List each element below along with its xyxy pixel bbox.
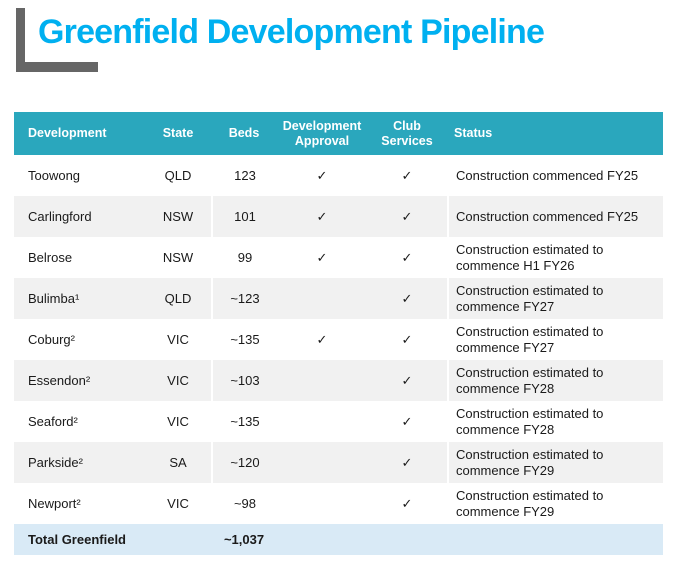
status-text: Construction commenced FY25 <box>456 208 639 224</box>
table-row: Coburg² VIC ~135 ✓ ✓ Construction estima… <box>14 319 663 360</box>
cell-development: Toowong <box>28 168 81 183</box>
development-approval-checkmark-icon <box>277 483 367 524</box>
column-header-label: State <box>162 126 194 141</box>
total-label: Total Greenfield <box>28 532 126 547</box>
table-row: Seaford² VIC ~135 ✓ Construction estimat… <box>14 401 663 442</box>
cell-status: Construction estimated to commence FY28 <box>447 401 663 442</box>
table-row: Carlingford NSW 101 ✓ ✓ Construction com… <box>14 196 663 237</box>
cell-status: Construction estimated to commence FY28 <box>447 360 663 401</box>
table-body: Toowong QLD 123 ✓ ✓ Construction commenc… <box>14 155 663 524</box>
cell-status: Construction estimated to commence FY27 <box>447 319 663 360</box>
corner-bracket-icon <box>16 62 98 72</box>
development-approval-checkmark-icon <box>277 442 367 483</box>
cell-state: QLD <box>164 168 192 183</box>
column-header-label: Club Services <box>381 119 433 148</box>
club-services-checkmark-icon: ✓ <box>401 208 413 224</box>
cell-development: Belrose <box>28 250 73 265</box>
cell-beds: ~120 <box>211 442 277 483</box>
development-approval-checkmark-icon: ✓ <box>316 249 328 265</box>
club-services-checkmark-icon: ✓ <box>401 290 413 306</box>
cell-beds: 101 <box>211 196 277 237</box>
development-approval-checkmark-icon: ✓ <box>316 208 328 224</box>
total-beds-value: ~1,037 <box>223 532 265 547</box>
club-services-checkmark-icon: ✓ <box>401 413 413 429</box>
table-row: Essendon² VIC ~103 ✓ Construction estima… <box>14 360 663 401</box>
column-header-status: Status <box>447 112 663 155</box>
status-text: Construction estimated to commence FY29 <box>456 447 604 478</box>
cell-status: Construction estimated to commence FY27 <box>447 278 663 319</box>
cell-state: VIC <box>167 332 189 347</box>
cell-beds: ~103 <box>211 360 277 401</box>
cell-status: Construction commenced FY25 <box>447 155 663 196</box>
total-row-spacer <box>277 524 663 555</box>
column-header-beds: Beds <box>211 112 277 155</box>
development-approval-checkmark-icon <box>277 278 367 319</box>
cell-development: Essendon² <box>28 373 91 388</box>
cell-development: Bulimba¹ <box>28 291 80 306</box>
cell-status: Construction estimated to commence H1 FY… <box>447 237 663 278</box>
cell-development: Parkside² <box>28 455 83 470</box>
cell-development: Newport² <box>28 496 81 511</box>
cell-status: Construction estimated to commence FY29 <box>447 483 663 524</box>
column-header-label: Development Approval <box>282 119 362 148</box>
club-services-checkmark-icon: ✓ <box>401 167 413 183</box>
column-header-development: Development <box>14 112 145 155</box>
cell-beds: ~135 <box>211 401 277 442</box>
development-approval-checkmark-icon <box>277 360 367 401</box>
cell-state: VIC <box>167 373 189 388</box>
cell-beds: ~98 <box>211 483 277 524</box>
development-approval-checkmark-icon: ✓ <box>316 331 328 347</box>
cell-development: Carlingford <box>28 209 92 224</box>
cell-state: QLD <box>164 291 192 306</box>
column-header-development-approval: Development Approval <box>277 112 367 155</box>
total-row: Total Greenfield ~1,037 <box>14 524 663 555</box>
status-text: Construction estimated to commence FY28 <box>456 365 604 396</box>
status-text: Construction estimated to commence FY29 <box>456 488 604 519</box>
table-row: Parkside² SA ~120 ✓ Construction estimat… <box>14 442 663 483</box>
page-title: Greenfield Development Pipeline <box>38 13 545 51</box>
cell-state: VIC <box>167 496 189 511</box>
cell-beds: 99 <box>211 237 277 278</box>
club-services-checkmark-icon: ✓ <box>401 495 413 511</box>
cell-development: Seaford² <box>28 414 78 429</box>
status-text: Construction estimated to commence FY28 <box>456 406 604 437</box>
cell-state: VIC <box>167 414 189 429</box>
development-approval-checkmark-icon: ✓ <box>316 167 328 183</box>
table-row: Belrose NSW 99 ✓ ✓ Construction estimate… <box>14 237 663 278</box>
cell-beds: ~135 <box>211 319 277 360</box>
cell-state: NSW <box>162 250 194 265</box>
cell-beds: ~123 <box>211 278 277 319</box>
table-row: Bulimba¹ QLD ~123 ✓ Construction estimat… <box>14 278 663 319</box>
column-header-label: Beds <box>228 126 260 141</box>
cell-status: Construction estimated to commence FY29 <box>447 442 663 483</box>
cell-state: NSW <box>162 209 194 224</box>
column-header-label: Status <box>454 126 493 141</box>
club-services-checkmark-icon: ✓ <box>401 372 413 388</box>
table-row: Toowong QLD 123 ✓ ✓ Construction commenc… <box>14 155 663 196</box>
status-text: Construction estimated to commence FY27 <box>456 324 604 355</box>
corner-bracket-icon <box>16 8 25 72</box>
status-text: Construction estimated to commence FY27 <box>456 283 604 314</box>
column-header-label: Development <box>28 126 107 141</box>
table-row: Newport² VIC ~98 ✓ Construction estimate… <box>14 483 663 524</box>
status-text: Construction estimated to commence H1 FY… <box>456 242 604 273</box>
cell-development: Coburg² <box>28 332 75 347</box>
column-header-state: State <box>145 112 211 155</box>
cell-beds: 123 <box>211 155 277 196</box>
pipeline-table: Development State Beds Development Appro… <box>14 112 663 555</box>
development-approval-checkmark-icon <box>277 401 367 442</box>
cell-status: Construction commenced FY25 <box>447 196 663 237</box>
club-services-checkmark-icon: ✓ <box>401 331 413 347</box>
column-header-club-services: Club Services <box>367 112 447 155</box>
club-services-checkmark-icon: ✓ <box>401 249 413 265</box>
club-services-checkmark-icon: ✓ <box>401 454 413 470</box>
table-header-row: Development State Beds Development Appro… <box>14 112 663 155</box>
status-text: Construction commenced FY25 <box>456 167 639 183</box>
cell-state: SA <box>169 455 187 470</box>
